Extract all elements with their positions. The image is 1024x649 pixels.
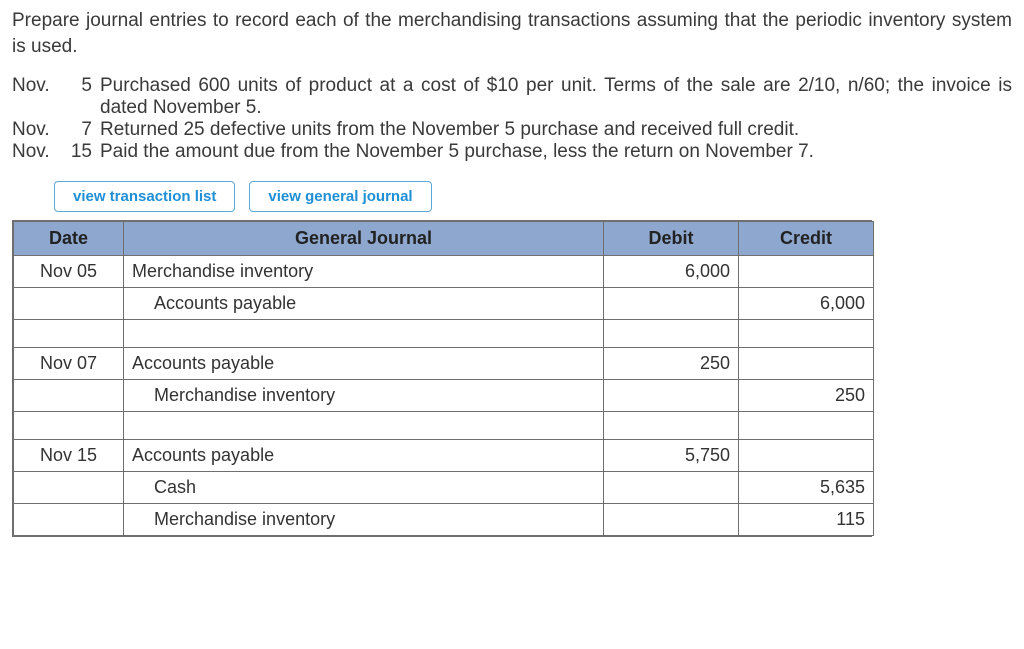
empty-cell[interactable] [604, 412, 739, 440]
instructions-text: Prepare journal entries to record each o… [12, 8, 1012, 59]
transaction-text: Paid the amount due from the November 5 … [100, 141, 1012, 163]
date-cell[interactable] [14, 288, 124, 320]
transaction-day: 15 [68, 141, 100, 163]
account-cell[interactable]: Merchandise inventory [124, 380, 604, 412]
transaction-month: Nov. [12, 119, 68, 141]
transaction-row: Nov.15Paid the amount due from the Novem… [12, 141, 1012, 163]
empty-cell[interactable] [739, 412, 874, 440]
transaction-text: Returned 25 defective units from the Nov… [100, 119, 1012, 141]
transaction-day: 5 [68, 75, 100, 119]
table-row: Merchandise inventory 115 [14, 504, 874, 536]
debit-cell[interactable] [604, 504, 739, 536]
account-cell[interactable]: Accounts payable [124, 288, 604, 320]
debit-cell[interactable]: 6,000 [604, 256, 739, 288]
debit-cell[interactable]: 5,750 [604, 440, 739, 472]
credit-cell[interactable] [739, 256, 874, 288]
empty-cell[interactable] [124, 412, 604, 440]
debit-cell[interactable] [604, 472, 739, 504]
account-cell[interactable]: Cash [124, 472, 604, 504]
empty-cell[interactable] [739, 320, 874, 348]
table-header-row: Date General Journal Debit Credit [14, 222, 874, 256]
empty-cell[interactable] [14, 412, 124, 440]
credit-cell[interactable] [739, 348, 874, 380]
col-header-date: Date [14, 222, 124, 256]
table-row: Cash 5,635 [14, 472, 874, 504]
table-spacer-row [14, 412, 874, 440]
col-header-debit: Debit [604, 222, 739, 256]
general-journal-table-wrap: Date General Journal Debit Credit Nov 05… [12, 220, 872, 537]
account-cell[interactable]: Merchandise inventory [124, 256, 604, 288]
date-cell[interactable] [14, 472, 124, 504]
tab-buttons-row: view transaction list view general journ… [54, 181, 1012, 212]
transaction-month: Nov. [12, 75, 68, 119]
table-row: Merchandise inventory 250 [14, 380, 874, 412]
table-row: Nov 07Accounts payable250 [14, 348, 874, 380]
credit-cell[interactable]: 250 [739, 380, 874, 412]
credit-cell[interactable]: 5,635 [739, 472, 874, 504]
account-cell[interactable]: Accounts payable [124, 348, 604, 380]
col-header-account: General Journal [124, 222, 604, 256]
empty-cell[interactable] [124, 320, 604, 348]
table-spacer-row [14, 320, 874, 348]
transaction-text: Purchased 600 units of product at a cost… [100, 75, 1012, 119]
date-cell[interactable]: Nov 15 [14, 440, 124, 472]
credit-cell[interactable]: 6,000 [739, 288, 874, 320]
date-cell[interactable] [14, 504, 124, 536]
date-cell[interactable]: Nov 07 [14, 348, 124, 380]
credit-cell[interactable] [739, 440, 874, 472]
account-cell[interactable]: Merchandise inventory [124, 504, 604, 536]
date-cell[interactable]: Nov 05 [14, 256, 124, 288]
transaction-list: Nov.5Purchased 600 units of product at a… [12, 75, 1012, 163]
transaction-month: Nov. [12, 141, 68, 163]
empty-cell[interactable] [14, 320, 124, 348]
debit-cell[interactable] [604, 380, 739, 412]
view-general-journal-button[interactable]: view general journal [249, 181, 431, 212]
debit-cell[interactable] [604, 288, 739, 320]
date-cell[interactable] [14, 380, 124, 412]
debit-cell[interactable]: 250 [604, 348, 739, 380]
general-journal-table: Date General Journal Debit Credit Nov 05… [13, 221, 874, 536]
transaction-row: Nov.7Returned 25 defective units from th… [12, 119, 1012, 141]
view-transaction-list-button[interactable]: view transaction list [54, 181, 235, 212]
credit-cell[interactable]: 115 [739, 504, 874, 536]
col-header-credit: Credit [739, 222, 874, 256]
table-row: Accounts payable 6,000 [14, 288, 874, 320]
transaction-day: 7 [68, 119, 100, 141]
account-cell[interactable]: Accounts payable [124, 440, 604, 472]
transaction-row: Nov.5Purchased 600 units of product at a… [12, 75, 1012, 119]
table-row: Nov 15Accounts payable5,750 [14, 440, 874, 472]
empty-cell[interactable] [604, 320, 739, 348]
table-row: Nov 05Merchandise inventory6,000 [14, 256, 874, 288]
